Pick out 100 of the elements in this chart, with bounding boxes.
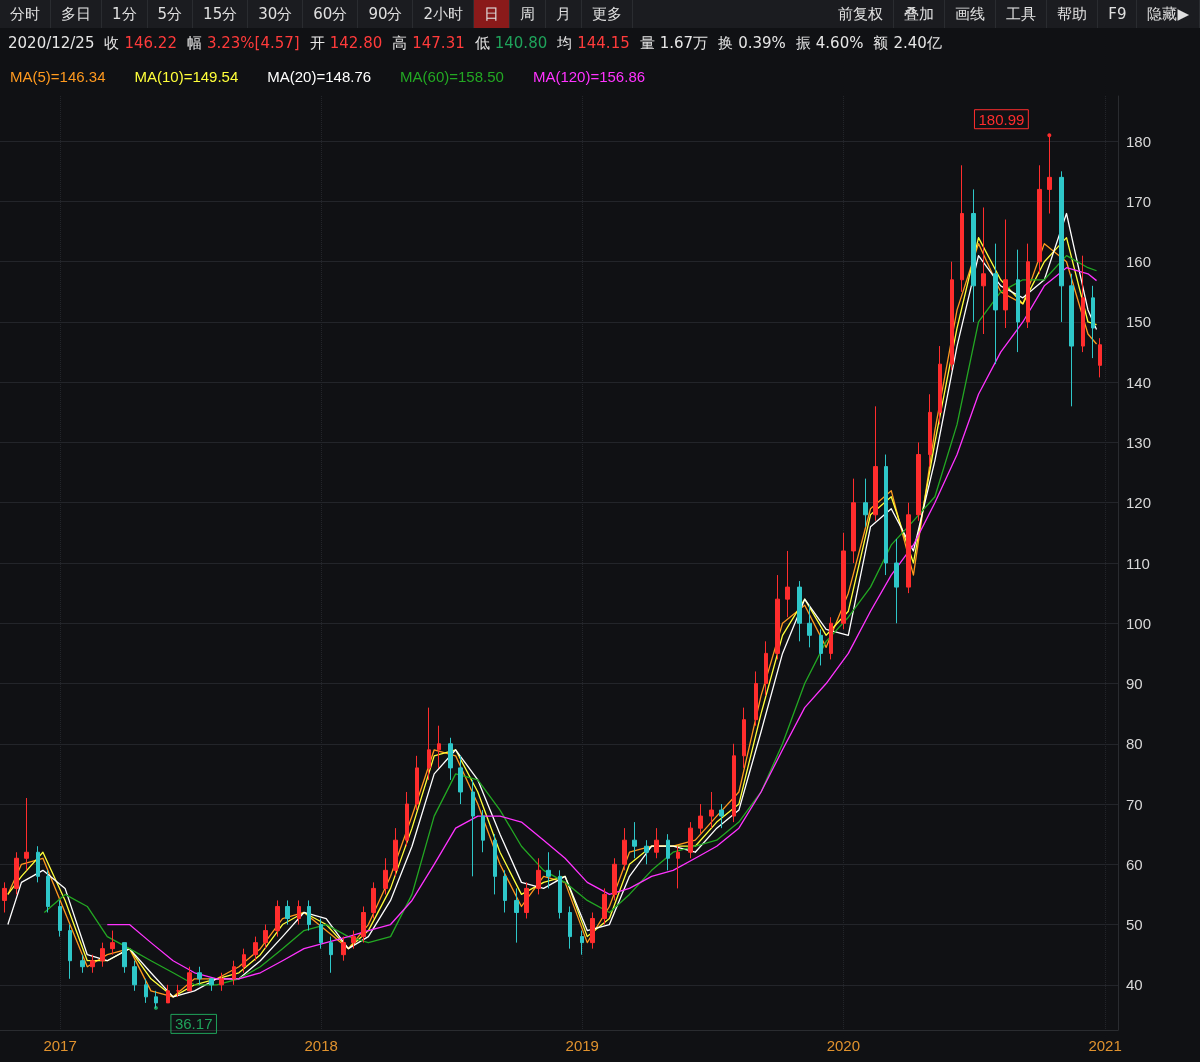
text: 146.22 [124, 34, 177, 52]
candlestick [166, 984, 170, 1004]
text: 前复权 [828, 0, 895, 28]
candlestick [58, 899, 62, 938]
candlestick [644, 839, 649, 865]
candlestick [654, 827, 659, 859]
text: 周 [510, 0, 547, 28]
candlestick [68, 924, 72, 980]
candlestick [916, 441, 921, 522]
y-tick-label: 140 [1126, 373, 1152, 391]
text: 画线 [945, 0, 997, 28]
text: 帮助 [1047, 0, 1099, 28]
candlestick [807, 604, 812, 648]
candlestick [427, 707, 431, 781]
candlestick [602, 887, 607, 926]
text: 工具 [996, 0, 1048, 28]
candlestick [514, 887, 519, 944]
candlestick [612, 857, 617, 901]
candlestick [36, 845, 40, 883]
candlestick [536, 857, 541, 895]
candlestick [232, 960, 236, 986]
candlestick [928, 393, 932, 468]
text: 60分 [303, 0, 359, 28]
candlestick [481, 809, 485, 853]
candlestick [764, 640, 768, 697]
candlestick [80, 954, 85, 974]
text: 分时 [0, 0, 51, 28]
text: 2020/12/25 [8, 34, 95, 52]
candlestick [960, 164, 964, 293]
candlestick [458, 755, 463, 805]
x-tick-label: 2019 [565, 1037, 599, 1054]
candlestick [383, 857, 388, 895]
candlestick [719, 803, 724, 829]
text: 开 [309, 34, 325, 52]
candlestick [405, 791, 409, 847]
text: 4.60% [815, 34, 864, 52]
candlestick [393, 827, 398, 877]
candlestick [797, 580, 802, 642]
y-tick-label: 110 [1126, 554, 1150, 572]
candlestick [341, 936, 346, 962]
y-tick-label: 120 [1126, 494, 1152, 512]
candlestick [1026, 243, 1030, 329]
candlestick [187, 966, 192, 992]
candlestick [24, 797, 29, 871]
candlestick [775, 574, 780, 660]
y-tick-label: 40 [1126, 976, 1143, 994]
text: 低 [474, 34, 490, 52]
x-tick-label: 2021 [1088, 1037, 1122, 1054]
text: 2小时 [413, 0, 475, 28]
candlestick [329, 936, 333, 974]
candlestick [1003, 219, 1008, 329]
text: 5分 [147, 0, 194, 28]
text: 振 [795, 34, 811, 52]
candlestick [742, 707, 746, 769]
candlestick [546, 851, 551, 889]
y-tick-label: 180 [1126, 132, 1152, 150]
candlestick [90, 954, 95, 974]
candlestick [471, 779, 475, 877]
y-tick-label: 50 [1126, 916, 1143, 934]
y-tick-label: 130 [1126, 433, 1152, 451]
candlestick [197, 966, 202, 986]
candlestick [1037, 164, 1042, 275]
candlestick [2, 881, 7, 913]
text: 收 [104, 34, 120, 52]
text: 量 [639, 34, 655, 52]
candlestick [841, 532, 846, 630]
candlestick [1059, 170, 1064, 323]
candlestick [14, 851, 19, 895]
annotation: 180.99 [978, 110, 1025, 128]
candlestick [297, 899, 301, 926]
text: 幅 [186, 34, 202, 52]
candlestick [122, 942, 127, 974]
text: 叠加 [894, 0, 946, 28]
candlestick [884, 454, 888, 576]
text: MA(10)=149.54 [134, 68, 239, 85]
text: MA(60)=158.50 [400, 68, 504, 85]
text: 换 [718, 34, 734, 52]
text: 147.31 [412, 34, 465, 52]
text: 月 [546, 0, 583, 28]
candlestick [1098, 337, 1102, 378]
candlestick [829, 616, 833, 660]
candlestick [1091, 285, 1095, 359]
candlestick [319, 918, 323, 950]
y-tick-label: 80 [1126, 735, 1143, 753]
text: 140.80 [494, 34, 548, 52]
text: 均 [557, 34, 573, 52]
text: 高 [392, 34, 408, 52]
candlestick [785, 550, 790, 618]
candlestick [524, 881, 529, 920]
candlestick [219, 972, 224, 992]
text: 142.80 [329, 34, 383, 52]
text: 多日 [51, 0, 102, 28]
text: 额 [873, 34, 889, 52]
candlestick [906, 502, 911, 594]
candlestick [709, 791, 714, 829]
text: 0.39% [738, 34, 786, 52]
candlestick [448, 737, 453, 781]
candlestick [209, 978, 214, 992]
candlestick [851, 478, 856, 564]
candlestick [819, 628, 823, 666]
